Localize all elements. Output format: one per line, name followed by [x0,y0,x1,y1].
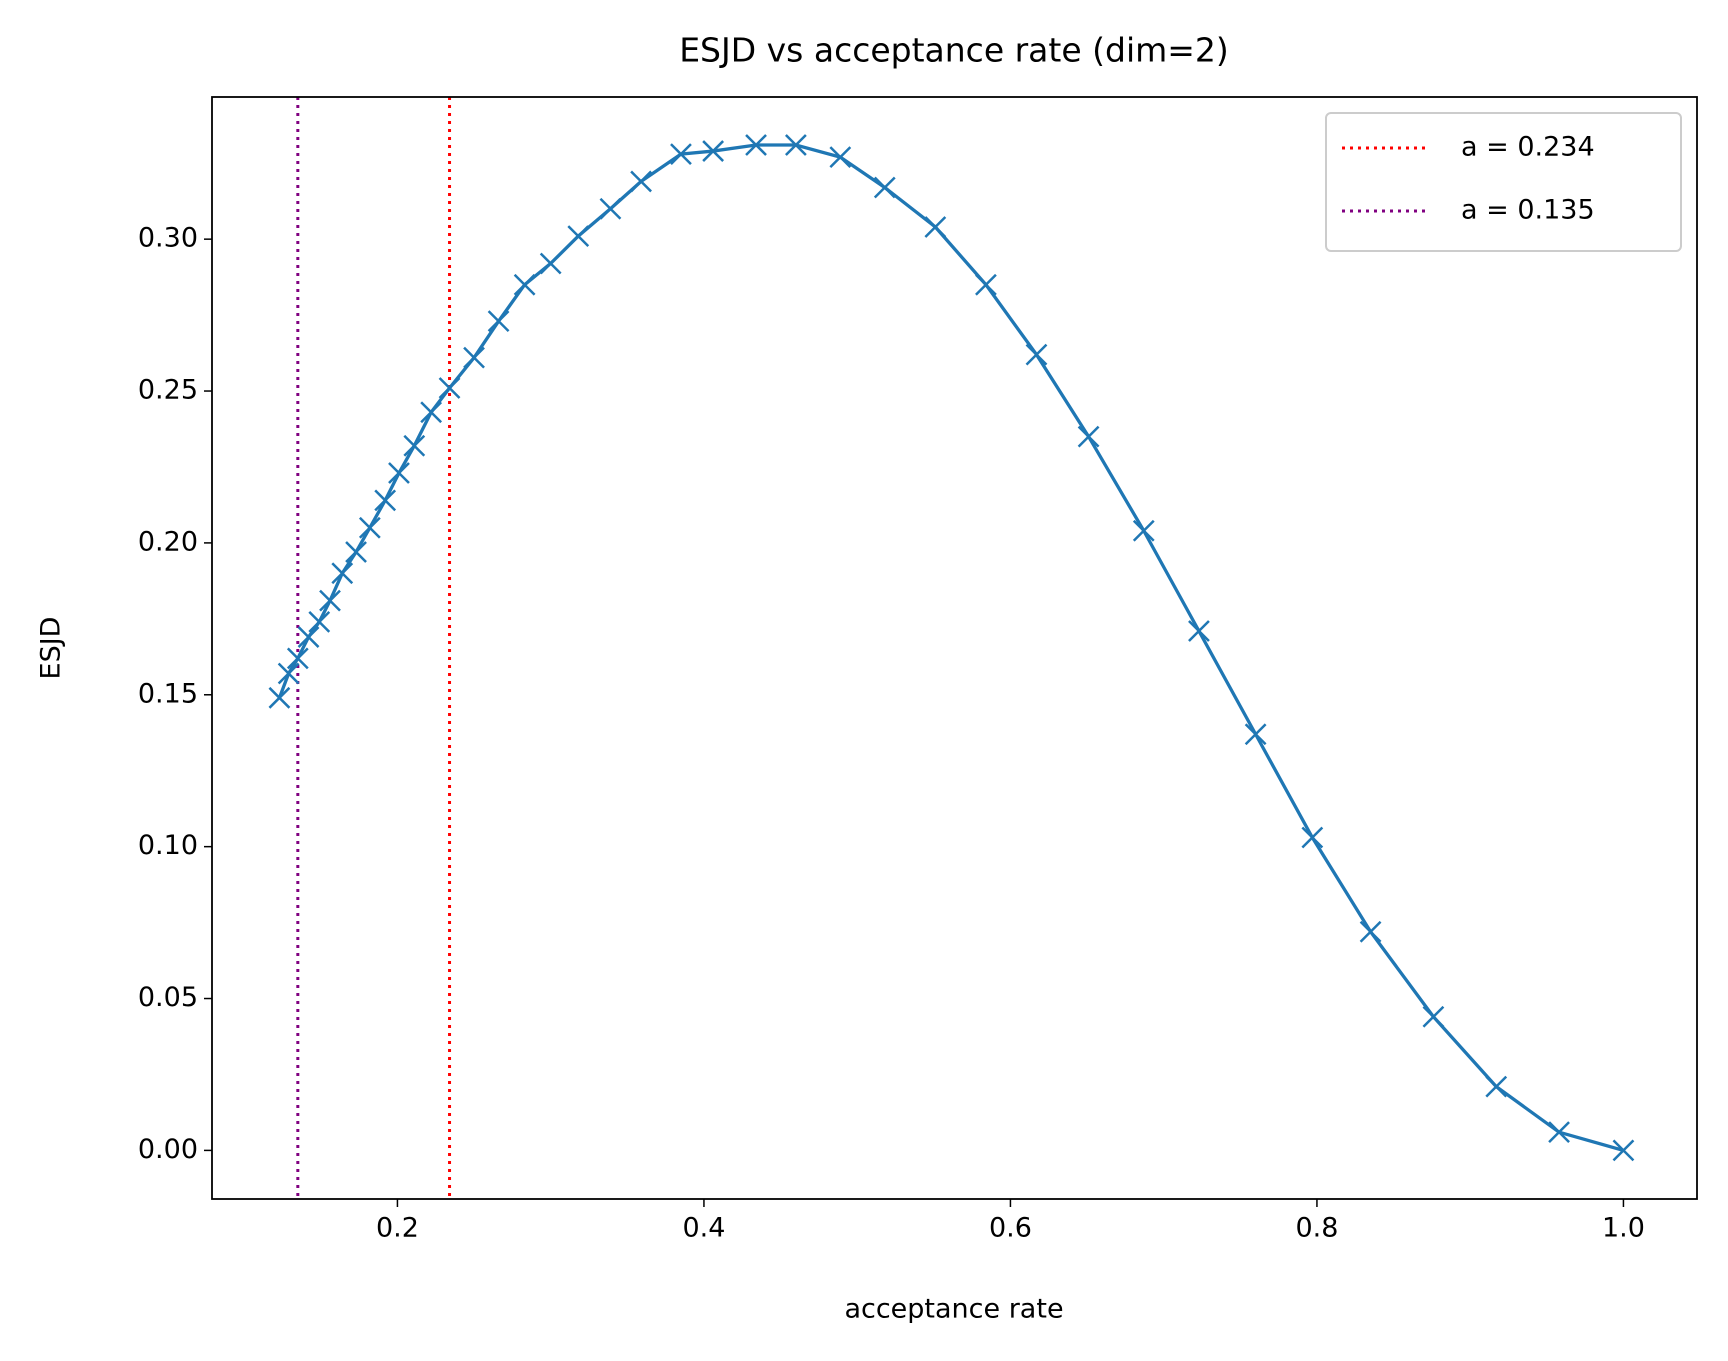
marker [345,541,367,563]
marker [599,197,622,220]
plot-frame [211,96,1698,1200]
marker [1422,1005,1445,1028]
marker [1077,425,1100,448]
y-tick-label: 0.30 [138,223,198,254]
marker [1244,723,1267,746]
x-axis-label: acceptance rate [844,1294,1063,1325]
marker [1548,1121,1570,1144]
marker [277,662,300,685]
y-tick-label: 0.05 [138,982,198,1013]
x-tick-label: 0.4 [682,1213,725,1244]
y-tick-label: 0.00 [138,1134,198,1165]
marker [286,647,309,670]
marker [745,134,767,156]
marker [567,225,590,248]
legend-label: a = 0.135 [1461,195,1595,226]
legend-label: a = 0.234 [1461,132,1595,163]
marker [297,626,320,648]
marker [403,434,426,457]
marker [785,134,807,156]
marker [388,462,410,484]
marker [1612,1139,1635,1162]
marker [539,252,562,275]
y-axis-label: ESJD [36,617,67,680]
y-tick-label: 0.10 [138,830,198,861]
marker [487,310,510,333]
marker [873,176,896,199]
y-tick-label: 0.25 [138,375,198,406]
marker [670,143,692,165]
marker [1132,519,1155,542]
marker [358,516,381,539]
x-tick-label: 0.6 [989,1213,1032,1244]
marker [420,401,443,424]
marker [702,140,725,162]
marker [438,377,461,399]
marker [1025,343,1048,366]
marker [1188,620,1210,642]
data-line [277,143,1624,1152]
marker [463,346,485,369]
marker [1359,920,1382,943]
marker [924,216,947,238]
marker [630,170,652,193]
marker [308,610,331,633]
marker [1485,1075,1508,1098]
marker [319,589,341,612]
y-tick-label: 0.15 [138,678,198,709]
x-tick-label: 0.8 [1295,1213,1338,1244]
marker [1301,826,1324,849]
marker [513,273,536,296]
y-tick-label: 0.20 [138,526,198,557]
marker [268,686,291,709]
x-tick-label: 1.0 [1602,1213,1645,1244]
marker [975,273,997,296]
marker [331,562,354,585]
chart-title: ESJD vs acceptance rate (dim=2) [679,31,1229,70]
marker [829,146,852,169]
marker [374,489,397,512]
x-tick-label: 0.2 [376,1213,419,1244]
